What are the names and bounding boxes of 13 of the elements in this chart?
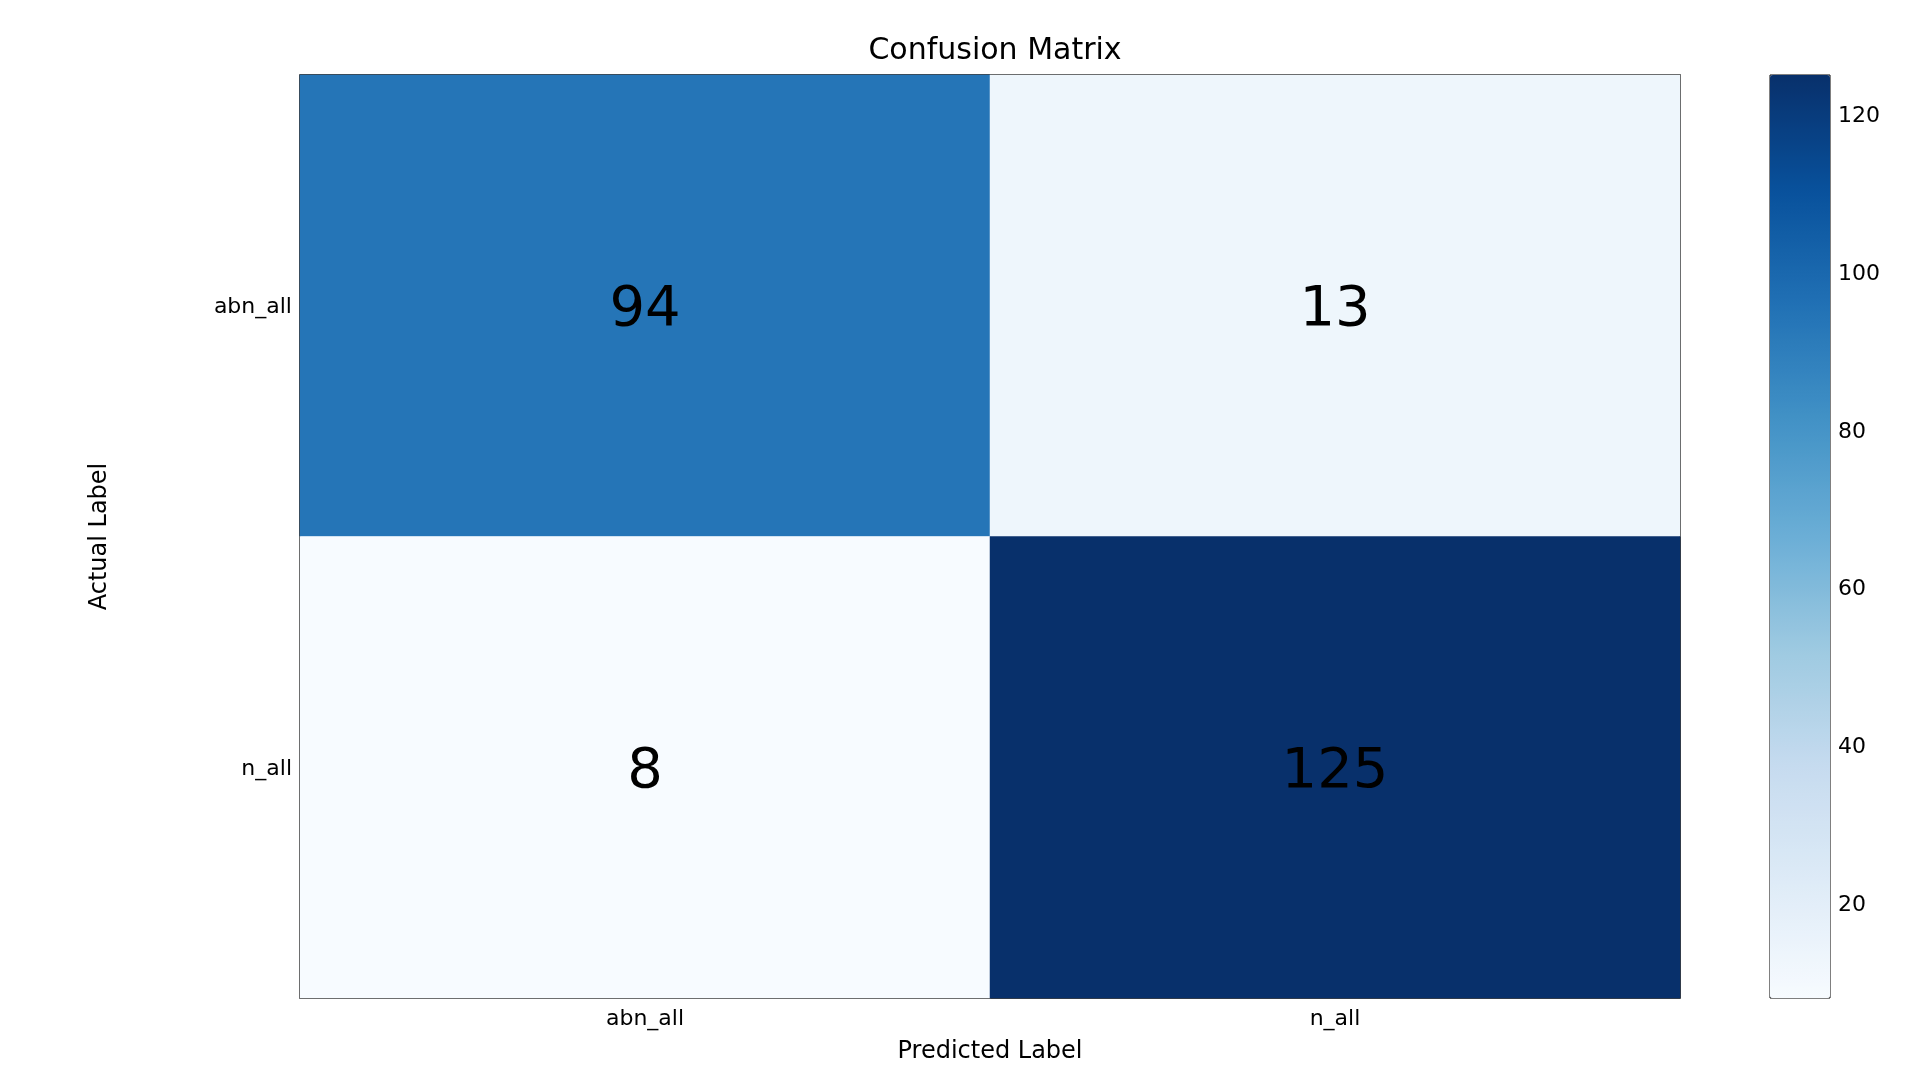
x-axis-title: Predicted Label	[897, 1036, 1083, 1064]
data-label: 94	[609, 273, 681, 339]
y-axis-title: Actual Label	[84, 462, 112, 611]
data-label: 125	[1281, 734, 1389, 800]
color-bar-label: 120	[1838, 101, 1880, 127]
chart-title: Confusion Matrix	[868, 30, 1122, 66]
color-bar-label: 60	[1838, 575, 1866, 601]
color-bar-label: 40	[1838, 733, 1866, 759]
color-bar-label: 80	[1838, 417, 1866, 443]
color-bar-label: 20	[1838, 890, 1866, 916]
data-label: 8	[627, 734, 663, 800]
data-label: 13	[1299, 273, 1371, 339]
color-bar-label: 100	[1838, 259, 1880, 285]
